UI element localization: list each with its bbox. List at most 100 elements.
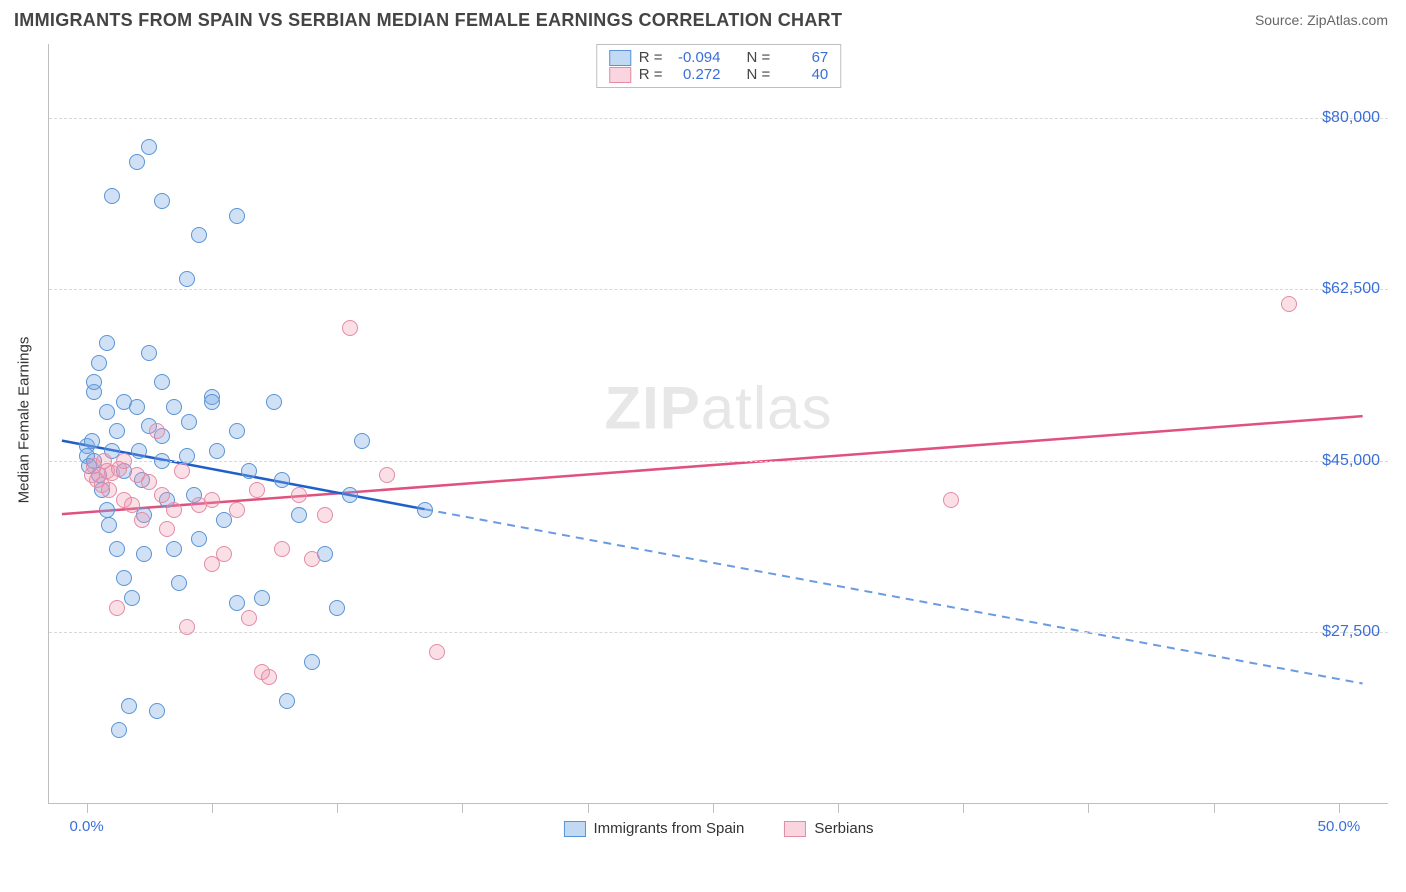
y-tick-label: $45,000	[1322, 452, 1380, 470]
data-point-spain	[101, 517, 117, 533]
data-point-spain	[154, 193, 170, 209]
grid-line	[49, 632, 1388, 633]
y-axis-title: Median Female Earnings	[16, 337, 33, 504]
y-tick-label: $80,000	[1322, 109, 1380, 127]
data-point-spain	[191, 531, 207, 547]
data-point-serb	[304, 551, 320, 567]
x-tick-label: 0.0%	[69, 818, 103, 835]
x-tick	[838, 803, 839, 813]
data-point-spain	[229, 208, 245, 224]
data-point-spain	[291, 507, 307, 523]
data-point-spain	[109, 541, 125, 557]
data-point-spain	[179, 271, 195, 287]
data-point-serb	[249, 482, 265, 498]
data-point-spain	[131, 443, 147, 459]
data-point-spain	[86, 374, 102, 390]
x-tick	[1214, 803, 1215, 813]
data-point-spain	[99, 335, 115, 351]
data-point-spain	[141, 139, 157, 155]
data-point-serb	[216, 546, 232, 562]
data-point-spain	[166, 541, 182, 557]
data-point-spain	[154, 374, 170, 390]
stats-legend: R = -0.094 N = 67 R = 0.272 N = 40	[596, 44, 842, 88]
data-point-serb	[166, 502, 182, 518]
data-point-spain	[99, 502, 115, 518]
x-tick	[1339, 803, 1340, 813]
data-point-serb	[159, 521, 175, 537]
swatch-pink	[609, 67, 631, 83]
data-point-spain	[149, 703, 165, 719]
grid-line	[49, 118, 1388, 119]
data-point-spain	[204, 394, 220, 410]
data-point-serb	[101, 482, 117, 498]
data-point-serb	[116, 453, 132, 469]
data-point-spain	[209, 443, 225, 459]
source: Source: ZipAtlas.com	[1255, 12, 1388, 30]
x-tick	[337, 803, 338, 813]
data-point-serb	[109, 600, 125, 616]
data-point-serb	[154, 487, 170, 503]
data-point-serb	[204, 492, 220, 508]
data-point-spain	[129, 154, 145, 170]
bottom-legend: Immigrants from Spain Serbians	[563, 820, 873, 837]
data-point-spain	[141, 345, 157, 361]
data-point-spain	[304, 654, 320, 670]
data-point-spain	[124, 590, 140, 606]
watermark: ZIPatlas	[604, 374, 832, 443]
stats-row-serb: R = 0.272 N = 40	[609, 66, 829, 83]
data-point-spain	[154, 453, 170, 469]
data-point-spain	[229, 595, 245, 611]
x-tick	[963, 803, 964, 813]
data-point-spain	[99, 404, 115, 420]
data-point-serb	[261, 669, 277, 685]
data-point-serb	[241, 610, 257, 626]
data-point-spain	[166, 399, 182, 415]
data-point-spain	[354, 433, 370, 449]
swatch-blue-icon	[563, 821, 585, 837]
data-point-spain	[111, 722, 127, 738]
x-tick	[87, 803, 88, 813]
x-tick	[462, 803, 463, 813]
data-point-spain	[104, 188, 120, 204]
data-point-spain	[136, 546, 152, 562]
data-point-spain	[181, 414, 197, 430]
data-point-spain	[342, 487, 358, 503]
data-point-spain	[417, 502, 433, 518]
data-point-spain	[171, 575, 187, 591]
data-point-serb	[379, 467, 395, 483]
data-point-spain	[109, 423, 125, 439]
grid-line	[49, 289, 1388, 290]
data-point-spain	[329, 600, 345, 616]
data-point-spain	[279, 693, 295, 709]
data-point-serb	[149, 423, 165, 439]
data-point-serb	[179, 619, 195, 635]
stats-row-spain: R = -0.094 N = 67	[609, 49, 829, 66]
x-tick	[588, 803, 589, 813]
data-point-spain	[116, 570, 132, 586]
data-point-spain	[121, 698, 137, 714]
legend-item-spain: Immigrants from Spain	[563, 820, 744, 837]
data-point-serb	[124, 497, 140, 513]
trend-lines	[49, 44, 1388, 803]
data-point-spain	[266, 394, 282, 410]
data-point-spain	[254, 590, 270, 606]
data-point-serb	[291, 487, 307, 503]
data-point-spain	[241, 463, 257, 479]
y-tick-label: $27,500	[1322, 623, 1380, 641]
data-point-spain	[229, 423, 245, 439]
legend-item-serb: Serbians	[784, 820, 873, 837]
data-point-spain	[91, 355, 107, 371]
data-point-spain	[179, 448, 195, 464]
y-tick-label: $62,500	[1322, 280, 1380, 298]
x-tick	[713, 803, 714, 813]
x-tick	[1088, 803, 1089, 813]
source-value: ZipAtlas.com	[1307, 12, 1388, 28]
data-point-spain	[84, 433, 100, 449]
data-point-serb	[943, 492, 959, 508]
data-point-serb	[229, 502, 245, 518]
chart-title: IMMIGRANTS FROM SPAIN VS SERBIAN MEDIAN …	[14, 10, 842, 31]
data-point-spain	[191, 227, 207, 243]
data-point-spain	[274, 472, 290, 488]
data-point-serb	[1281, 296, 1297, 312]
data-point-spain	[129, 399, 145, 415]
